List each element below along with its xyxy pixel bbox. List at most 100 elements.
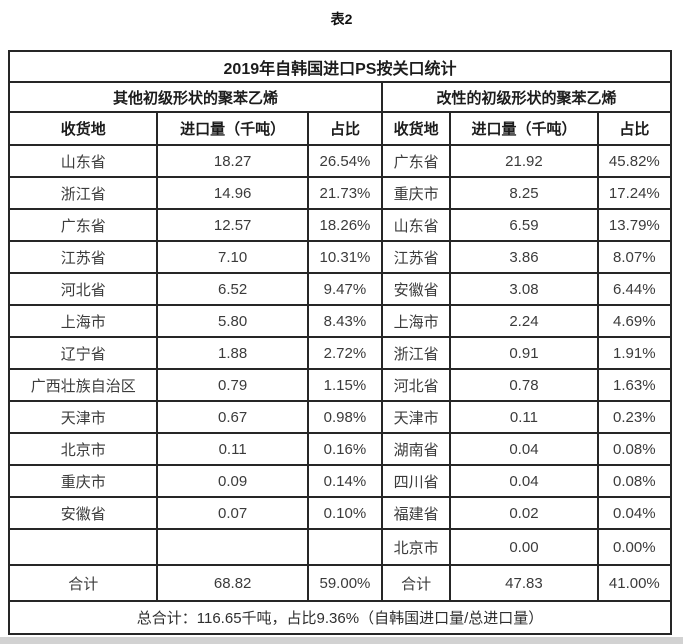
section-header-left: 其他初级形状的聚苯乙烯	[7, 81, 384, 113]
right-share-cell: 17.24%	[596, 176, 673, 210]
left-region-cell: 北京市	[7, 432, 159, 466]
right-share-cell: 0.23%	[596, 400, 673, 434]
left-share-cell: 2.72%	[306, 336, 384, 370]
table-row: 江苏省 7.10 10.31% 江苏省 3.86 8.07%	[7, 240, 673, 274]
right-share-cell: 0.08%	[596, 464, 673, 498]
right-share-cell: 6.44%	[596, 272, 673, 306]
grand-total-text: 总合计：116.65千吨，占比9.36%（自韩国进口量/总进口量）	[8, 600, 672, 635]
right-share-cell: 4.69%	[596, 304, 673, 338]
left-volume-header: 进口量（千吨）	[156, 111, 309, 146]
right-share-cell: 0.04%	[596, 496, 673, 530]
left-total-volume: 68.82	[156, 564, 309, 602]
right-total-share: 41.00%	[596, 564, 673, 602]
right-region-cell: 湖南省	[381, 432, 452, 466]
right-region-cell: 浙江省	[381, 336, 452, 370]
left-volume-cell: 6.52	[156, 272, 309, 306]
left-volume-cell: 7.10	[156, 240, 309, 274]
left-region-cell: 江苏省	[7, 240, 159, 274]
right-share-header: 占比	[596, 111, 673, 146]
right-region-cell: 四川省	[381, 464, 452, 498]
table-row: 山东省 18.27 26.54% 广东省 21.92 45.82%	[7, 144, 673, 178]
right-volume-cell: 0.00	[449, 528, 599, 566]
left-region-cell: 山东省	[7, 144, 159, 178]
table-row: 重庆市 0.09 0.14% 四川省 0.04 0.08%	[7, 464, 673, 498]
grand-total-row: 总合计：116.65千吨，占比9.36%（自韩国进口量/总进口量）	[8, 600, 672, 635]
right-share-cell: 0.08%	[596, 432, 673, 466]
table-row: 北京市 0.00 0.00%	[7, 528, 673, 566]
left-share-header: 占比	[306, 111, 384, 146]
right-region-cell: 重庆市	[381, 176, 452, 210]
left-share-cell: 9.47%	[306, 272, 384, 306]
left-total-share: 59.00%	[306, 564, 384, 602]
left-total-label: 合计	[7, 564, 159, 602]
left-region-cell: 上海市	[7, 304, 159, 338]
left-share-cell: 0.16%	[306, 432, 384, 466]
section-header-row: 其他初级形状的聚苯乙烯 改性的初级形状的聚苯乙烯	[7, 81, 672, 113]
left-share-cell: 18.26%	[306, 208, 384, 242]
right-share-cell: 13.79%	[596, 208, 673, 242]
right-volume-header: 进口量（千吨）	[449, 111, 599, 146]
table-title: 2019年自韩国进口PS按关口统计	[8, 50, 672, 83]
left-volume-cell: 1.88	[156, 336, 309, 370]
left-volume-cell: 0.11	[156, 432, 309, 466]
left-region-cell: 辽宁省	[7, 336, 159, 370]
right-region-cell: 北京市	[381, 528, 452, 566]
right-total-label: 合计	[381, 564, 452, 602]
table-row: 天津市 0.67 0.98% 天津市 0.11 0.23%	[7, 400, 673, 434]
left-share-cell: 0.10%	[306, 496, 384, 530]
left-region-cell: 天津市	[7, 400, 159, 434]
left-volume-cell: 14.96	[156, 176, 309, 210]
right-volume-cell: 0.78	[449, 368, 599, 402]
left-share-cell	[306, 528, 384, 566]
left-region-cell: 浙江省	[7, 176, 159, 210]
left-share-cell: 1.15%	[306, 368, 384, 402]
table-row: 河北省 6.52 9.47% 安徽省 3.08 6.44%	[7, 272, 673, 306]
left-share-cell: 26.54%	[306, 144, 384, 178]
left-region-cell: 广东省	[7, 208, 159, 242]
right-volume-cell: 0.04	[449, 464, 599, 498]
right-volume-cell: 0.04	[449, 432, 599, 466]
table-row: 浙江省 14.96 21.73% 重庆市 8.25 17.24%	[7, 176, 673, 210]
right-volume-cell: 0.02	[449, 496, 599, 530]
right-volume-cell: 0.91	[449, 336, 599, 370]
left-volume-cell: 0.67	[156, 400, 309, 434]
left-volume-cell: 18.27	[156, 144, 309, 178]
table-row: 北京市 0.11 0.16% 湖南省 0.04 0.08%	[7, 432, 673, 466]
right-region-cell: 天津市	[381, 400, 452, 434]
table-row: 上海市 5.80 8.43% 上海市 2.24 4.69%	[7, 304, 673, 338]
left-volume-cell: 5.80	[156, 304, 309, 338]
right-volume-cell: 2.24	[449, 304, 599, 338]
column-header-row: 收货地 进口量（千吨） 占比 收货地 进口量（千吨） 占比	[7, 111, 673, 146]
right-region-cell: 安徽省	[381, 272, 452, 306]
right-volume-cell: 0.11	[449, 400, 599, 434]
right-region-cell: 河北省	[381, 368, 452, 402]
totals-row: 合计 68.82 59.00% 合计 47.83 41.00%	[7, 564, 673, 602]
left-volume-cell: 0.09	[156, 464, 309, 498]
left-share-cell: 8.43%	[306, 304, 384, 338]
right-volume-cell: 3.86	[449, 240, 599, 274]
left-region-cell	[7, 528, 159, 566]
left-region-cell: 河北省	[7, 272, 159, 306]
left-region-cell: 广西壮族自治区	[7, 368, 159, 402]
left-region-cell: 重庆市	[7, 464, 159, 498]
right-volume-cell: 8.25	[449, 176, 599, 210]
right-region-cell: 福建省	[381, 496, 452, 530]
right-share-cell: 45.82%	[596, 144, 673, 178]
right-share-cell: 0.00%	[596, 528, 673, 566]
right-region-cell: 江苏省	[381, 240, 452, 274]
table-caption: 表2	[330, 11, 353, 27]
import-stats-table: 2019年自韩国进口PS按关口统计 其他初级形状的聚苯乙烯 改性的初级形状的聚苯…	[7, 50, 673, 635]
left-volume-cell: 0.07	[156, 496, 309, 530]
right-share-cell: 1.63%	[596, 368, 673, 402]
right-region-cell: 广东省	[381, 144, 452, 178]
bottom-edge-strip	[0, 637, 683, 644]
right-volume-cell: 6.59	[449, 208, 599, 242]
right-share-cell: 1.91%	[596, 336, 673, 370]
right-region-header: 收货地	[381, 111, 452, 146]
table-row: 辽宁省 1.88 2.72% 浙江省 0.91 1.91%	[7, 336, 673, 370]
right-region-cell: 上海市	[381, 304, 452, 338]
table-row: 安徽省 0.07 0.10% 福建省 0.02 0.04%	[7, 496, 673, 530]
table-title-row: 2019年自韩国进口PS按关口统计	[8, 50, 672, 83]
left-region-header: 收货地	[7, 111, 159, 146]
